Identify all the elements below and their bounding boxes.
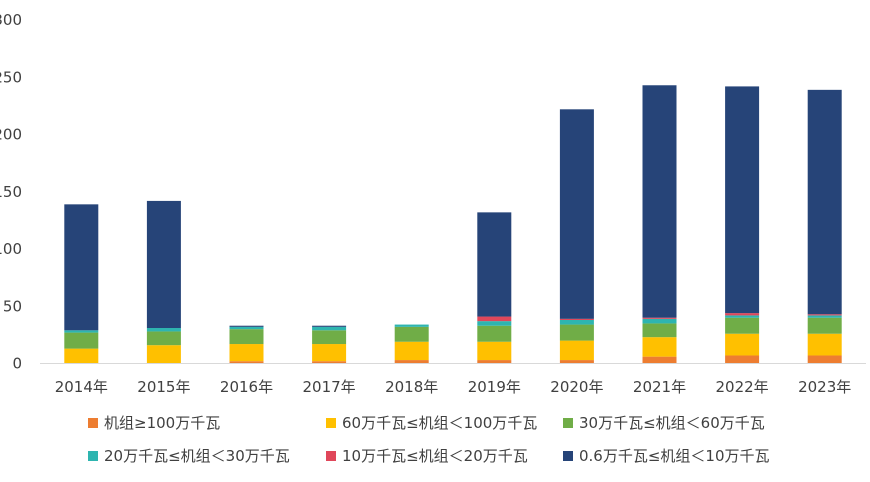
- bar-segment-series-1: [559, 340, 594, 361]
- legend-item: 20万千瓦≤机组＜30万千瓦: [88, 445, 290, 466]
- bar-segment-series-4: [642, 317, 677, 319]
- bar-segment-series-2: [229, 329, 264, 345]
- bar-segment-series-3: [64, 330, 99, 333]
- bar-segment-series-1: [146, 345, 181, 364]
- legend-item: 30万千瓦≤机组＜60万千瓦: [563, 412, 765, 433]
- y-tick-label: 200: [0, 126, 22, 144]
- x-tick-label: 2021年: [633, 378, 686, 396]
- legend-label: 60万千瓦≤机组＜100万千瓦: [342, 414, 538, 432]
- bar-segment-series-1: [642, 337, 677, 357]
- bar-segment-series-5: [725, 86, 760, 314]
- x-tick-label: 2017年: [303, 378, 356, 396]
- bar-segment-series-1: [394, 341, 429, 361]
- x-tick-label: 2022年: [716, 378, 769, 396]
- bar-segment-series-3: [725, 315, 760, 318]
- bar-segment-series-0: [642, 356, 677, 364]
- legend-item: 0.6万千瓦≤机组＜10万千瓦: [563, 445, 770, 466]
- bar-segment-series-5: [807, 89, 842, 315]
- bar-segment-series-5: [229, 325, 264, 327]
- bar-segment-series-4: [725, 313, 760, 316]
- y-tick-label: 0: [12, 355, 22, 373]
- x-tick-label: 2015年: [137, 378, 190, 396]
- bar-segment-series-2: [146, 331, 181, 346]
- bar-segment-series-1: [229, 344, 264, 362]
- bar-segment-series-1: [725, 333, 760, 356]
- bar-segment-series-0: [394, 360, 429, 364]
- stacked-bar-chart: 050100150200250300 2014年2015年2016年2017年2…: [0, 11, 866, 396]
- x-tick-label: 2014年: [55, 378, 108, 396]
- bar-segment-series-3: [146, 328, 181, 332]
- legend-label: 30万千瓦≤机组＜60万千瓦: [579, 414, 765, 432]
- x-axis: 2014年 2015年 2016年 2017年 2018年 2019年 2020年 2021年…: [55, 378, 852, 396]
- legend-item: 10万千瓦≤机组＜20万千瓦: [326, 445, 528, 466]
- bar-segment-series-5: [64, 204, 99, 331]
- legend-swatch: [563, 417, 573, 428]
- bars: [64, 85, 842, 364]
- bar-segment-series-3: [807, 315, 842, 318]
- bar-segment-series-3: [477, 321, 512, 326]
- bar-segment-series-0: [229, 361, 264, 364]
- bar-segment-series-1: [64, 348, 99, 364]
- y-tick-label: 50: [3, 297, 22, 315]
- bar-segment-series-0: [312, 361, 347, 364]
- bar-segment-series-2: [807, 317, 842, 334]
- y-axis: 0 50 100 150 200 250 300: [0, 11, 22, 373]
- bar-segment-series-3: [394, 324, 429, 327]
- bar-segment-series-4: [477, 316, 512, 322]
- x-tick-label: 2016年: [220, 378, 273, 396]
- legend-swatch: [88, 417, 98, 428]
- x-tick-label: 2019年: [468, 378, 521, 396]
- y-tick-label: 150: [0, 183, 22, 201]
- bar-segment-series-2: [477, 325, 512, 342]
- bar-segment-series-3: [559, 319, 594, 325]
- legend-label: 机组≥100万千瓦: [104, 414, 221, 432]
- x-tick-label: 2023年: [798, 378, 851, 396]
- y-tick-label: 250: [0, 68, 22, 86]
- bar-segment-series-3: [312, 326, 347, 331]
- x-tick-label: 2020年: [550, 378, 603, 396]
- bar-segment-series-0: [477, 360, 512, 364]
- bar-segment-series-2: [559, 324, 594, 341]
- bar-segment-series-2: [642, 323, 677, 338]
- legend-swatch: [326, 417, 336, 428]
- bar-segment-series-5: [559, 109, 594, 319]
- legend-label: 10万千瓦≤机组＜20万千瓦: [342, 447, 528, 465]
- legend-swatch: [88, 450, 98, 461]
- bar-segment-series-3: [642, 318, 677, 324]
- bar-segment-series-5: [642, 85, 677, 318]
- legend-item: 60万千瓦≤机组＜100万千瓦: [326, 412, 537, 433]
- bar-segment-series-1: [312, 344, 347, 362]
- legend-swatch: [326, 450, 336, 461]
- legend-swatch: [563, 450, 573, 461]
- bar-segment-series-1: [807, 333, 842, 356]
- bar-segment-series-2: [725, 317, 760, 334]
- bar-segment-series-4: [807, 314, 842, 316]
- bar-segment-series-5: [312, 325, 347, 327]
- bar-segment-series-2: [312, 330, 347, 345]
- bar-segment-series-5: [477, 212, 512, 317]
- y-tick-label: 100: [0, 240, 22, 258]
- bar-segment-series-1: [477, 341, 512, 361]
- bar-segment-series-3: [229, 326, 264, 330]
- bar-segment-series-0: [807, 355, 842, 364]
- bar-segment-series-5: [146, 200, 181, 329]
- legend-item: 机组≥100万千瓦: [88, 412, 220, 433]
- bar-segment-series-2: [394, 326, 429, 342]
- y-tick-label: 300: [0, 11, 22, 29]
- legend-label: 0.6万千瓦≤机组＜10万千瓦: [579, 447, 770, 465]
- bar-segment-series-0: [725, 355, 760, 364]
- bar-segment-series-4: [559, 318, 594, 320]
- x-tick-label: 2018年: [385, 378, 438, 396]
- legend-label: 20万千瓦≤机组＜30万千瓦: [104, 447, 290, 465]
- bar-segment-series-2: [64, 332, 99, 349]
- bar-segment-series-0: [559, 360, 594, 364]
